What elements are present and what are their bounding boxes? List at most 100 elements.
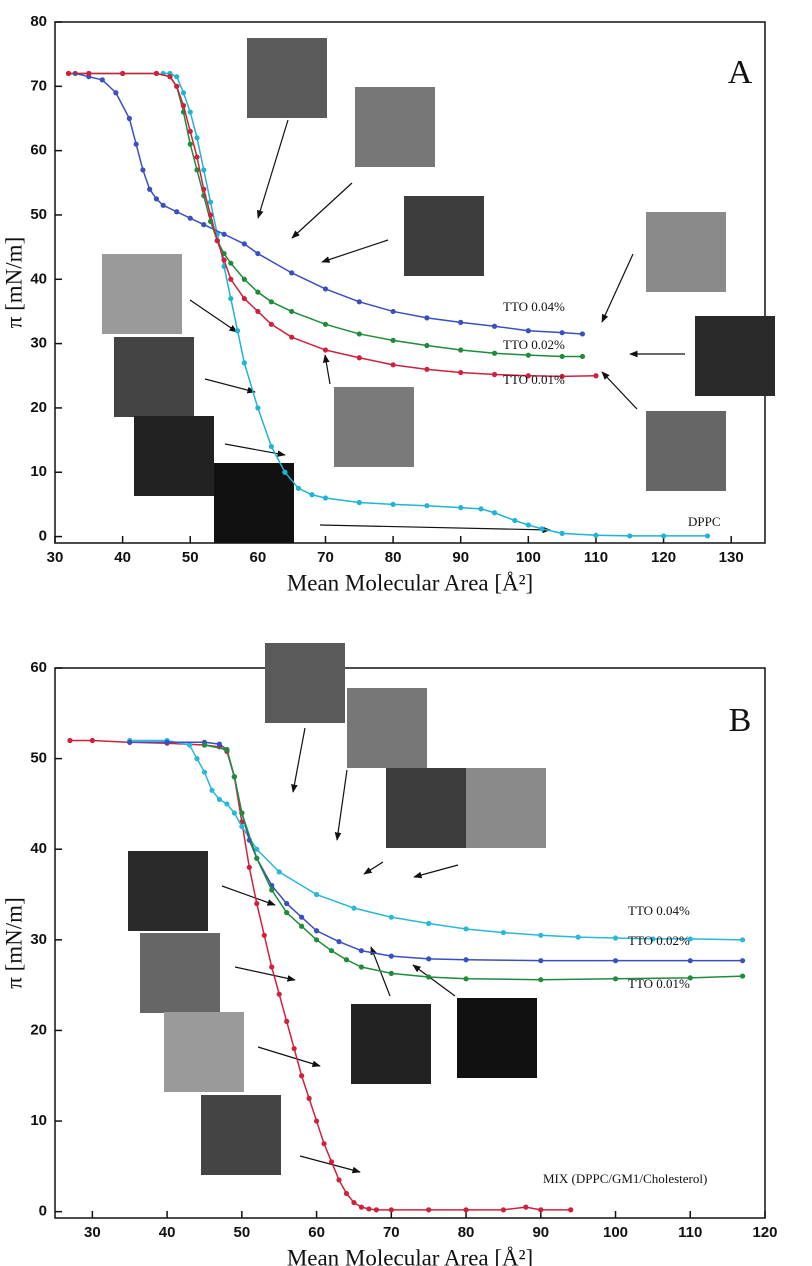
y-tick-label: 20 bbox=[30, 1021, 47, 1038]
micrograph bbox=[404, 196, 484, 276]
data-point bbox=[174, 74, 180, 80]
data-point bbox=[373, 1207, 379, 1213]
y-tick-label: 80 bbox=[30, 13, 47, 30]
arrow bbox=[257, 1046, 321, 1067]
arrow bbox=[319, 524, 551, 534]
data-point bbox=[147, 186, 153, 192]
data-point bbox=[289, 308, 295, 315]
data-point bbox=[388, 970, 394, 976]
data-point bbox=[231, 810, 237, 816]
data-point bbox=[153, 70, 160, 77]
micrograph bbox=[457, 998, 537, 1078]
x-tick-label: 90 bbox=[532, 1224, 549, 1241]
x-tick-label: 110 bbox=[584, 549, 608, 566]
data-point bbox=[313, 937, 320, 943]
data-point bbox=[65, 70, 72, 77]
data-point bbox=[388, 914, 394, 920]
data-point bbox=[228, 295, 234, 302]
data-point bbox=[180, 103, 187, 109]
x-tick-label: 90 bbox=[452, 549, 469, 566]
series-label: TTO 0.02% bbox=[503, 337, 565, 352]
data-point bbox=[299, 923, 305, 929]
arrow bbox=[221, 885, 276, 906]
arrow bbox=[413, 864, 459, 879]
data-point bbox=[201, 222, 207, 228]
data-point bbox=[458, 505, 464, 511]
data-point bbox=[289, 270, 295, 276]
data-point bbox=[127, 739, 133, 745]
data-point bbox=[687, 958, 693, 964]
x-tick-label: 50 bbox=[182, 549, 199, 566]
arrow bbox=[321, 239, 389, 263]
y-axis-label: π [mN/m] bbox=[1, 237, 26, 328]
plot-frame bbox=[54, 667, 766, 1219]
y-tick-label: 50 bbox=[30, 206, 47, 223]
data-point bbox=[739, 958, 746, 964]
data-point bbox=[295, 485, 302, 491]
x-tick-label: 60 bbox=[308, 1224, 325, 1241]
y-tick-label: 30 bbox=[30, 335, 47, 352]
micrograph bbox=[214, 463, 294, 543]
data-point bbox=[491, 510, 498, 516]
data-point bbox=[739, 973, 746, 979]
data-point bbox=[241, 276, 247, 282]
micrograph bbox=[646, 411, 726, 491]
x-tick-label: 30 bbox=[84, 1224, 101, 1241]
x-tick-label: 70 bbox=[317, 549, 334, 566]
x-tick-label: 120 bbox=[651, 549, 676, 566]
series-line bbox=[129, 741, 743, 962]
data-point bbox=[299, 1073, 305, 1079]
x-tick-label: 40 bbox=[159, 1224, 176, 1241]
data-point bbox=[167, 74, 173, 80]
data-point bbox=[255, 405, 261, 411]
x-tick-label: 30 bbox=[47, 549, 64, 566]
data-point bbox=[284, 900, 290, 907]
series-label: TTO 0.02% bbox=[628, 933, 690, 948]
data-point bbox=[650, 936, 656, 942]
arrow bbox=[204, 378, 256, 394]
data-point bbox=[356, 299, 362, 305]
data-point bbox=[322, 321, 329, 327]
x-tick-label: 80 bbox=[385, 549, 402, 566]
data-point bbox=[687, 936, 693, 942]
data-point bbox=[358, 948, 365, 954]
y-tick-label: 40 bbox=[30, 270, 47, 287]
data-point bbox=[579, 353, 586, 360]
y-tick-label: 60 bbox=[30, 142, 47, 159]
data-point bbox=[463, 926, 469, 932]
data-point bbox=[321, 1141, 327, 1147]
y-tick-label: 10 bbox=[30, 463, 47, 480]
series-label: TTO 0.04% bbox=[628, 903, 690, 918]
y-tick-label: 60 bbox=[30, 659, 47, 676]
data-point bbox=[268, 443, 274, 450]
x-axis-label: Mean Molecular Area [Å²] bbox=[287, 1245, 533, 1266]
data-point bbox=[356, 331, 362, 337]
data-point bbox=[201, 769, 208, 775]
micrograph bbox=[128, 851, 208, 931]
data-point bbox=[261, 932, 267, 938]
data-point bbox=[660, 533, 667, 539]
data-point bbox=[164, 739, 170, 745]
data-point bbox=[366, 1206, 372, 1212]
micrograph bbox=[646, 212, 726, 292]
data-point bbox=[86, 70, 92, 77]
data-point bbox=[491, 350, 498, 356]
data-point bbox=[234, 328, 241, 334]
data-point bbox=[268, 299, 274, 305]
data-point bbox=[133, 141, 139, 147]
micrograph bbox=[347, 688, 427, 768]
data-point bbox=[214, 238, 220, 244]
data-point bbox=[216, 741, 223, 747]
data-point bbox=[254, 900, 260, 907]
data-point bbox=[322, 495, 329, 501]
data-point bbox=[207, 199, 214, 205]
data-point bbox=[388, 953, 394, 959]
data-point bbox=[241, 360, 247, 366]
data-point bbox=[458, 369, 464, 376]
data-point bbox=[523, 1204, 529, 1210]
data-point bbox=[390, 308, 396, 315]
data-point bbox=[140, 167, 146, 173]
data-point bbox=[276, 869, 282, 875]
data-point bbox=[299, 914, 305, 920]
data-point bbox=[388, 1207, 394, 1213]
